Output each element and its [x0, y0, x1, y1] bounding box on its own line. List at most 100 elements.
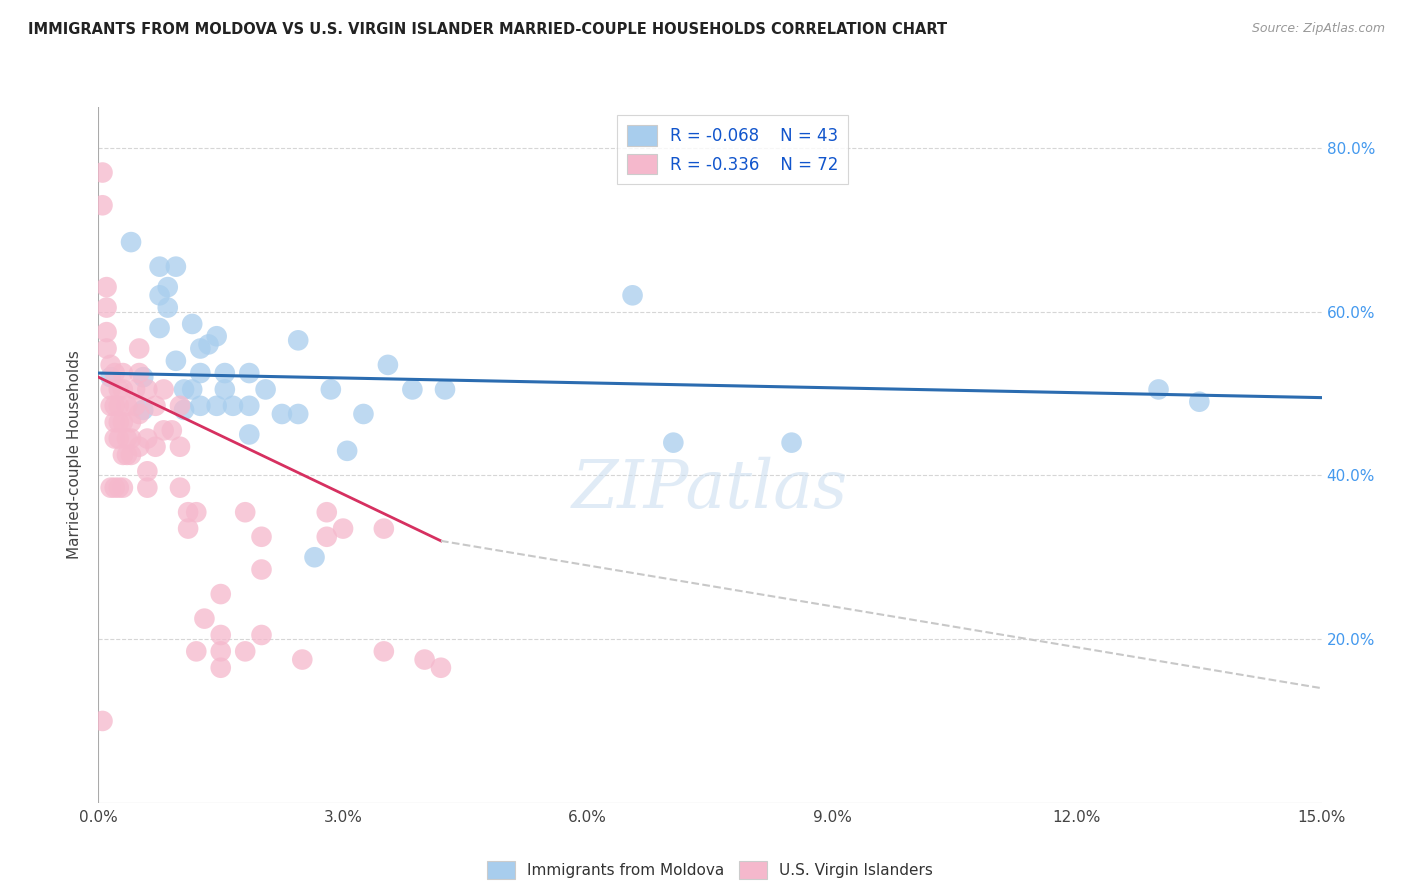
Point [177, 522, 200, 536]
Point [91, 714, 114, 728]
Point [287, 334, 309, 348]
Point [233, 644, 256, 658]
Point [111, 366, 134, 380]
Point [209, 587, 232, 601]
Point [205, 399, 228, 413]
Point [100, 481, 122, 495]
Point [238, 399, 260, 413]
Point [160, 423, 183, 437]
Point [152, 423, 174, 437]
Point [91, 198, 114, 212]
Point [214, 383, 236, 397]
Point [145, 440, 167, 454]
Point [621, 288, 644, 302]
Point [209, 661, 232, 675]
Point [173, 383, 195, 397]
Point [115, 399, 138, 413]
Point [373, 522, 395, 536]
Point [156, 280, 179, 294]
Point [128, 407, 150, 421]
Point [111, 415, 134, 429]
Point [188, 366, 212, 380]
Point [291, 652, 314, 666]
Point [136, 432, 159, 446]
Point [115, 448, 138, 462]
Point [120, 432, 142, 446]
Point [188, 399, 212, 413]
Point [100, 383, 122, 397]
Point [169, 399, 191, 413]
Point [108, 383, 131, 397]
Point [100, 370, 122, 384]
Point [319, 383, 342, 397]
Point [336, 443, 359, 458]
Point [124, 399, 146, 413]
Point [332, 522, 354, 536]
Point [169, 481, 191, 495]
Point [128, 366, 150, 380]
Point [193, 612, 215, 626]
Point [111, 383, 134, 397]
Point [181, 317, 204, 331]
Point [149, 288, 172, 302]
Point [315, 505, 337, 519]
Point [152, 383, 174, 397]
Point [222, 399, 245, 413]
Point [287, 407, 309, 421]
Point [238, 366, 260, 380]
Point [209, 644, 232, 658]
Point [352, 407, 374, 421]
Point [136, 464, 159, 478]
Point [108, 481, 131, 495]
Point [111, 481, 134, 495]
Point [186, 505, 208, 519]
Point [149, 321, 172, 335]
Point [250, 530, 273, 544]
Point [205, 329, 228, 343]
Point [124, 383, 146, 397]
Point [165, 260, 187, 274]
Point [156, 301, 179, 315]
Text: Source: ZipAtlas.com: Source: ZipAtlas.com [1251, 22, 1385, 36]
Point [96, 280, 118, 294]
Point [254, 383, 277, 397]
Point [96, 342, 118, 356]
Point [104, 481, 127, 495]
Point [780, 435, 803, 450]
Point [169, 440, 191, 454]
Point [430, 661, 453, 675]
Point [177, 505, 200, 519]
Text: ZIPatlas: ZIPatlas [572, 457, 848, 523]
Text: IMMIGRANTS FROM MOLDOVA VS U.S. VIRGIN ISLANDER MARRIED-COUPLE HOUSEHOLDS CORREL: IMMIGRANTS FROM MOLDOVA VS U.S. VIRGIN I… [28, 22, 948, 37]
Point [373, 644, 395, 658]
Point [104, 399, 127, 413]
Point [145, 399, 167, 413]
Point [1188, 394, 1211, 409]
Point [238, 427, 260, 442]
Point [377, 358, 399, 372]
Point [91, 165, 114, 179]
Point [1147, 383, 1170, 397]
Point [132, 370, 155, 384]
Point [662, 435, 685, 450]
Point [136, 383, 159, 397]
Point [100, 358, 122, 372]
Point [250, 562, 273, 576]
Point [433, 383, 456, 397]
Point [108, 399, 131, 413]
Point [181, 383, 204, 397]
Point [100, 399, 122, 413]
Point [413, 652, 436, 666]
Y-axis label: Married-couple Households: Married-couple Households [67, 351, 83, 559]
Point [197, 337, 219, 351]
Point [96, 301, 118, 315]
Point [250, 628, 273, 642]
Point [233, 505, 256, 519]
Point [186, 644, 208, 658]
Point [128, 440, 150, 454]
Point [104, 415, 127, 429]
Point [209, 628, 232, 642]
Point [108, 415, 131, 429]
Point [315, 530, 337, 544]
Point [115, 432, 138, 446]
